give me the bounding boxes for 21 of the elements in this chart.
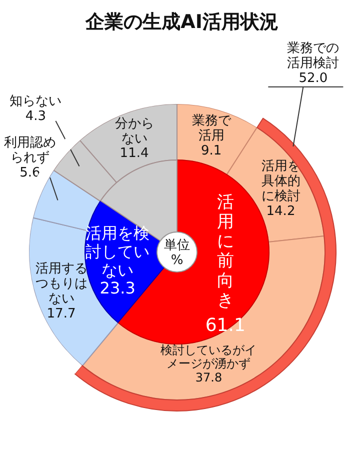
slice-label: 活用に前向き	[216, 192, 234, 310]
data-label: 37.8	[195, 370, 222, 384]
slice-label: 分からない	[114, 116, 154, 146]
slice-label: 活用するつもりはない	[35, 262, 88, 307]
data-label: 17.7	[46, 306, 76, 322]
data-label: 52.0	[298, 70, 328, 86]
text: 単位	[164, 238, 190, 254]
slice-label: 業務での活用検討	[287, 41, 340, 71]
data-label: 23.3	[100, 278, 136, 298]
slice-label: 利用認められず	[4, 136, 56, 166]
slice-label: 活用を検討していない	[86, 223, 150, 280]
slice-label: 業務で活用	[192, 114, 232, 144]
text: %	[170, 253, 184, 268]
data-label: 14.2	[266, 204, 296, 219]
data-label: 5.6	[20, 166, 40, 181]
data-label: 11.4	[120, 146, 149, 162]
data-label: 4.3	[25, 109, 46, 124]
data-label: 9.1	[201, 143, 222, 158]
slice-label: 検討しているがイメージが湧かず	[160, 342, 257, 371]
slice-label: 知らない	[10, 94, 62, 110]
chart-title: 企業の生成AI活用状況	[84, 11, 278, 33]
